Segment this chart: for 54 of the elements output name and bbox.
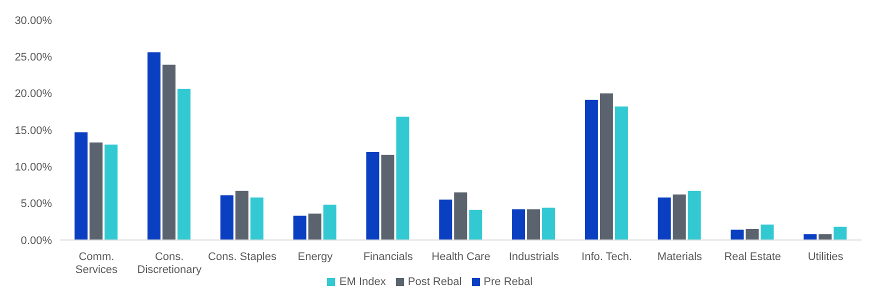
bar (293, 216, 306, 240)
bar (177, 88, 190, 240)
bar (672, 194, 686, 240)
x-tick-label: Utilities (808, 251, 844, 263)
bar (804, 234, 817, 240)
bar (688, 190, 701, 240)
x-tick-label: Cons. Staples (208, 251, 278, 263)
bar (381, 154, 394, 240)
bar (250, 197, 264, 240)
bar (512, 209, 526, 240)
y-tick-label: 5.00% (20, 198, 52, 210)
x-tick-label: Materials (657, 251, 703, 263)
bar (220, 195, 234, 240)
bar (834, 226, 847, 240)
bar (439, 200, 452, 240)
bar (658, 197, 671, 240)
bar (323, 204, 336, 240)
bar (542, 208, 556, 240)
bar (600, 93, 613, 240)
bar (74, 132, 88, 240)
legend-label: EM Index (339, 276, 386, 288)
bar (746, 229, 759, 240)
bar (162, 64, 176, 240)
bar (104, 144, 118, 240)
bar (454, 192, 468, 240)
x-tick-label: Comm. Services (75, 251, 118, 276)
y-tick-label: 0.00% (20, 234, 52, 247)
bar (90, 142, 103, 240)
x-tick-label: Real Estate (724, 251, 782, 263)
bar (760, 224, 774, 240)
bar (396, 116, 410, 240)
bar (818, 234, 832, 240)
y-tick-label: 15.00% (14, 124, 52, 137)
x-tick-label: Health Care (432, 251, 490, 263)
y-tick-label: 10.00% (14, 162, 52, 174)
y-tick-label: 25.00% (14, 52, 52, 64)
bar (614, 106, 628, 240)
legend-label: Pre Rebal (484, 276, 533, 288)
y-tick-label: 20.00% (14, 88, 52, 100)
x-tick-label: Industrials (508, 251, 560, 263)
bar (730, 230, 744, 240)
x-tick-label: Cons. Discretionary (137, 251, 202, 276)
bar (366, 152, 380, 240)
x-tick-label: Info. Tech. (582, 251, 632, 263)
bar (527, 209, 540, 240)
bar (147, 52, 160, 240)
x-tick-label: Energy (298, 251, 334, 263)
y-tick-label: 30.00% (14, 14, 52, 27)
bar (308, 214, 322, 240)
x-tick-label: Financials (363, 251, 414, 263)
bar (235, 190, 248, 240)
legend-label: Post Rebal (408, 276, 462, 288)
bar (469, 210, 482, 240)
bar (584, 100, 598, 240)
